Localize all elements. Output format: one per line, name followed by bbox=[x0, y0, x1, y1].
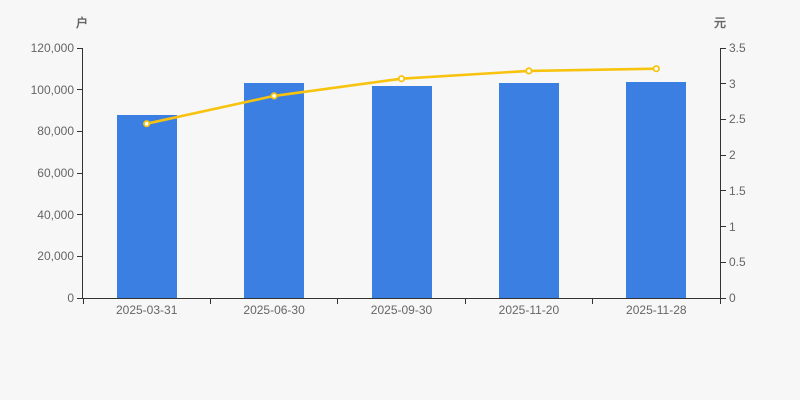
left-axis-tick bbox=[77, 172, 82, 174]
left-axis-tick-label: 80,000 bbox=[37, 124, 74, 139]
left-y-axis-line bbox=[82, 48, 83, 299]
x-axis-tick-label: 2025-03-31 bbox=[115, 303, 178, 317]
x-axis-tick bbox=[719, 299, 721, 304]
x-axis-tick bbox=[464, 299, 466, 304]
right-axis-tick bbox=[721, 47, 726, 49]
right-axis-tick-label: 3.5 bbox=[729, 41, 746, 55]
left-axis-tick-label: 0 bbox=[67, 291, 74, 305]
line-series bbox=[143, 65, 660, 128]
line-marker bbox=[397, 75, 406, 83]
x-axis-tick-label: 2025-11-28 bbox=[626, 303, 687, 317]
line-marker bbox=[652, 65, 660, 73]
right-axis-tick-label: 3 bbox=[729, 76, 736, 91]
left-axis-tick-label: 100,000 bbox=[30, 82, 74, 97]
right-axis-tick-label: 0 bbox=[729, 291, 736, 305]
right-axis-unit-label: 元 bbox=[713, 16, 727, 30]
line-marker bbox=[525, 67, 533, 75]
right-axis-tick bbox=[721, 118, 726, 120]
plot-area bbox=[77, 47, 726, 304]
x-axis-tick bbox=[82, 299, 84, 304]
right-axis-tick-label: 0.5 bbox=[729, 255, 746, 270]
left-axis-tick-label: 40,000 bbox=[37, 207, 74, 222]
left-axis-tick bbox=[77, 130, 82, 132]
line-marker bbox=[270, 92, 278, 100]
right-y-axis-line bbox=[720, 48, 721, 299]
left-axis-tick bbox=[77, 297, 82, 299]
bar bbox=[498, 83, 559, 298]
line-marker bbox=[143, 120, 151, 128]
right-axis-tick-label: 2 bbox=[729, 148, 736, 163]
left-axis-tick bbox=[77, 89, 82, 91]
left-axis-unit-label: 户 bbox=[75, 16, 89, 30]
left-axis-tick bbox=[77, 214, 82, 216]
left-axis-tick-label: 20,000 bbox=[37, 249, 74, 264]
left-axis-tick-label: 120,000 bbox=[30, 41, 74, 55]
left-axis-tick-label: 60,000 bbox=[37, 166, 74, 180]
bar bbox=[244, 82, 305, 298]
right-axis-tick bbox=[721, 154, 726, 156]
right-axis-tick bbox=[721, 190, 726, 192]
bar bbox=[371, 86, 432, 298]
right-axis-tick-label: 1 bbox=[729, 219, 736, 234]
x-axis-tick-label: 2025-06-30 bbox=[243, 303, 305, 317]
right-axis-tick-label: 2.5 bbox=[729, 112, 746, 127]
x-axis-tick bbox=[209, 299, 211, 304]
x-axis-tick-label: 2025-09-30 bbox=[370, 303, 433, 317]
right-axis-tick bbox=[721, 83, 726, 85]
x-axis-tick bbox=[337, 299, 339, 304]
x-axis-tick bbox=[592, 299, 594, 304]
left-axis-tick bbox=[77, 255, 82, 257]
right-axis-tick bbox=[721, 261, 726, 263]
x-axis-line bbox=[82, 298, 721, 299]
bar bbox=[116, 114, 177, 298]
bar bbox=[626, 82, 687, 298]
left-axis-tick bbox=[77, 47, 82, 49]
right-axis-tick bbox=[721, 226, 726, 228]
right-axis-tick-label: 1.5 bbox=[729, 183, 746, 198]
right-axis-tick bbox=[721, 297, 726, 299]
x-axis-tick-label: 2025-11-20 bbox=[498, 303, 560, 317]
